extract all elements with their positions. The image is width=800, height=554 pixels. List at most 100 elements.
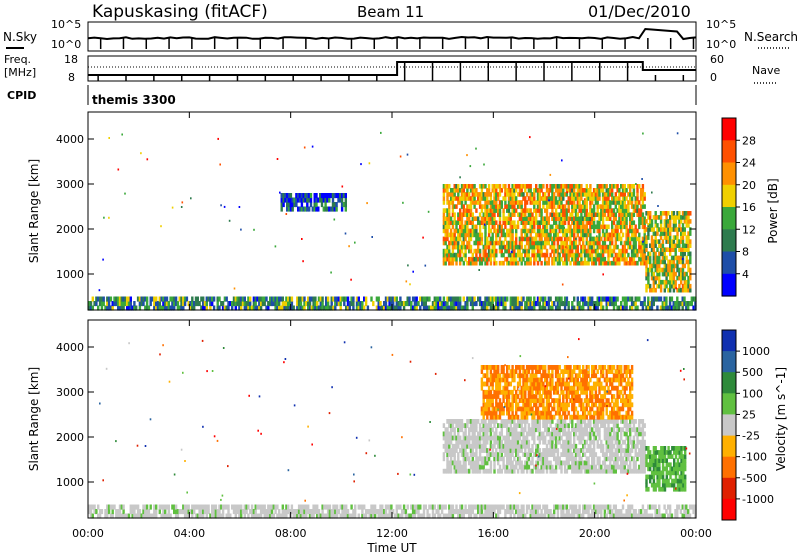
- heatmap-cell: [551, 385, 554, 391]
- heatmap-cell: [218, 296, 221, 302]
- heatmap-cell: [459, 435, 462, 441]
- heatmap-cell: [475, 208, 478, 213]
- heatmap-cell: [301, 296, 304, 302]
- heatmap-cell: [638, 184, 641, 189]
- heatmap-cell: [482, 460, 485, 466]
- heatmap-cell: [650, 305, 654, 311]
- heatmap-cell: [641, 224, 645, 230]
- heatmap-cell: [600, 398, 603, 403]
- heatmap-cell: [544, 220, 547, 225]
- heatmap-cell: [93, 301, 96, 307]
- heatmap-cell: [331, 202, 335, 208]
- heatmap-cell: [598, 296, 601, 302]
- heatmap-cell: [500, 244, 503, 250]
- heatmap-cell: [442, 305, 446, 311]
- heatmap-cell: [506, 216, 509, 221]
- heatmap-cell: [341, 185, 344, 188]
- heatmap-cell: [527, 427, 531, 433]
- heatmap-cell: [672, 259, 676, 265]
- heatmap-cell: [621, 204, 625, 209]
- heatmap-cell: [582, 224, 585, 230]
- heatmap-cell: [647, 231, 650, 236]
- heatmap-cell: [111, 305, 114, 311]
- heatmap-cell: [457, 456, 460, 462]
- heatmap-cell: [480, 381, 484, 387]
- heatmap-cell: [612, 410, 616, 416]
- heatmap-cell: [524, 460, 527, 466]
- heatmap-cell: [335, 301, 339, 307]
- heatmap-cell: [209, 305, 212, 311]
- heatmap-cell: [297, 193, 300, 199]
- heatmap-cell: [540, 216, 543, 221]
- heatmap-cell: [603, 296, 607, 302]
- heatmap-cell: [524, 301, 527, 307]
- heatmap-cell: [446, 188, 449, 193]
- heatmap-cell: [630, 216, 634, 221]
- heatmap-cell: [658, 271, 661, 277]
- heatmap-cell: [638, 296, 641, 302]
- heatmap-cell: [495, 452, 498, 457]
- heatmap-cell: [531, 228, 534, 234]
- heatmap-cell: [457, 301, 460, 307]
- heatmap-cell: [497, 389, 500, 395]
- heatmap-cell: [616, 460, 619, 466]
- heatmap-cell: [468, 196, 471, 201]
- heatmap-cell: [536, 224, 540, 230]
- heatmap-cell: [629, 394, 632, 399]
- heatmap-cell: [446, 216, 449, 221]
- heatmap-cell: [567, 184, 570, 189]
- heatmap-cell: [669, 215, 672, 220]
- heatmap-cell: [484, 236, 487, 242]
- heatmap-cell: [591, 414, 594, 420]
- heatmap-cell: [549, 423, 552, 428]
- heatmap-cell: [627, 456, 630, 462]
- heatmap-cell: [680, 231, 683, 236]
- heatmap-cell: [658, 283, 661, 289]
- heatmap-cell: [569, 389, 572, 395]
- heatmap-cell: [620, 398, 623, 403]
- heatmap-cell: [544, 456, 547, 462]
- heatmap-cell: [609, 414, 612, 420]
- heatmap-cell: [486, 410, 489, 416]
- heatmap-cell: [484, 260, 487, 266]
- heatmap-cell: [169, 305, 172, 311]
- heatmap-cell: [565, 398, 569, 403]
- heatmap-cell: [573, 398, 576, 403]
- heatmap-cell: [542, 204, 545, 209]
- heatmap-cell: [665, 239, 668, 244]
- heatmap-cell: [576, 365, 579, 370]
- heatmap-cell: [513, 369, 516, 374]
- heatmap-cell: [612, 256, 616, 262]
- heatmap-cell: [618, 414, 621, 420]
- heatmap-cell: [542, 252, 545, 258]
- heatmap-cell: [520, 216, 523, 221]
- heatmap-cell: [469, 296, 473, 302]
- heatmap-cell: [466, 244, 469, 250]
- heatmap-cell: [89, 305, 93, 311]
- heatmap-cell: [189, 301, 192, 307]
- heatmap-cell: [533, 260, 536, 266]
- heatmap-cell: [535, 427, 538, 433]
- heatmap-cell: [444, 232, 447, 238]
- heatmap-cell: [176, 301, 180, 307]
- heatmap-cell: [545, 456, 549, 462]
- heatmap-cell: [587, 419, 590, 424]
- heatmap-cell: [531, 369, 534, 374]
- heatmap-cell: [600, 423, 603, 428]
- heatmap-cell: [480, 443, 484, 449]
- heatmap-cell: [545, 431, 549, 437]
- heatmap-cell: [449, 427, 453, 433]
- heatmap-cell: [330, 296, 333, 302]
- heatmap-cell: [442, 200, 446, 205]
- heatmap-cell: [574, 240, 578, 246]
- heatmap-cell: [587, 244, 590, 250]
- heatmap-cell: [594, 381, 598, 387]
- heatmap-cell: [576, 464, 579, 470]
- heatmap-cell: [162, 305, 165, 311]
- heatmap-cell: [361, 301, 364, 307]
- heatmap-cell: [594, 435, 598, 441]
- heatmap-cell: [549, 377, 552, 383]
- heatmap-cell: [614, 192, 617, 197]
- heatmap-cell: [444, 220, 447, 225]
- heatmap-cell: [641, 240, 645, 246]
